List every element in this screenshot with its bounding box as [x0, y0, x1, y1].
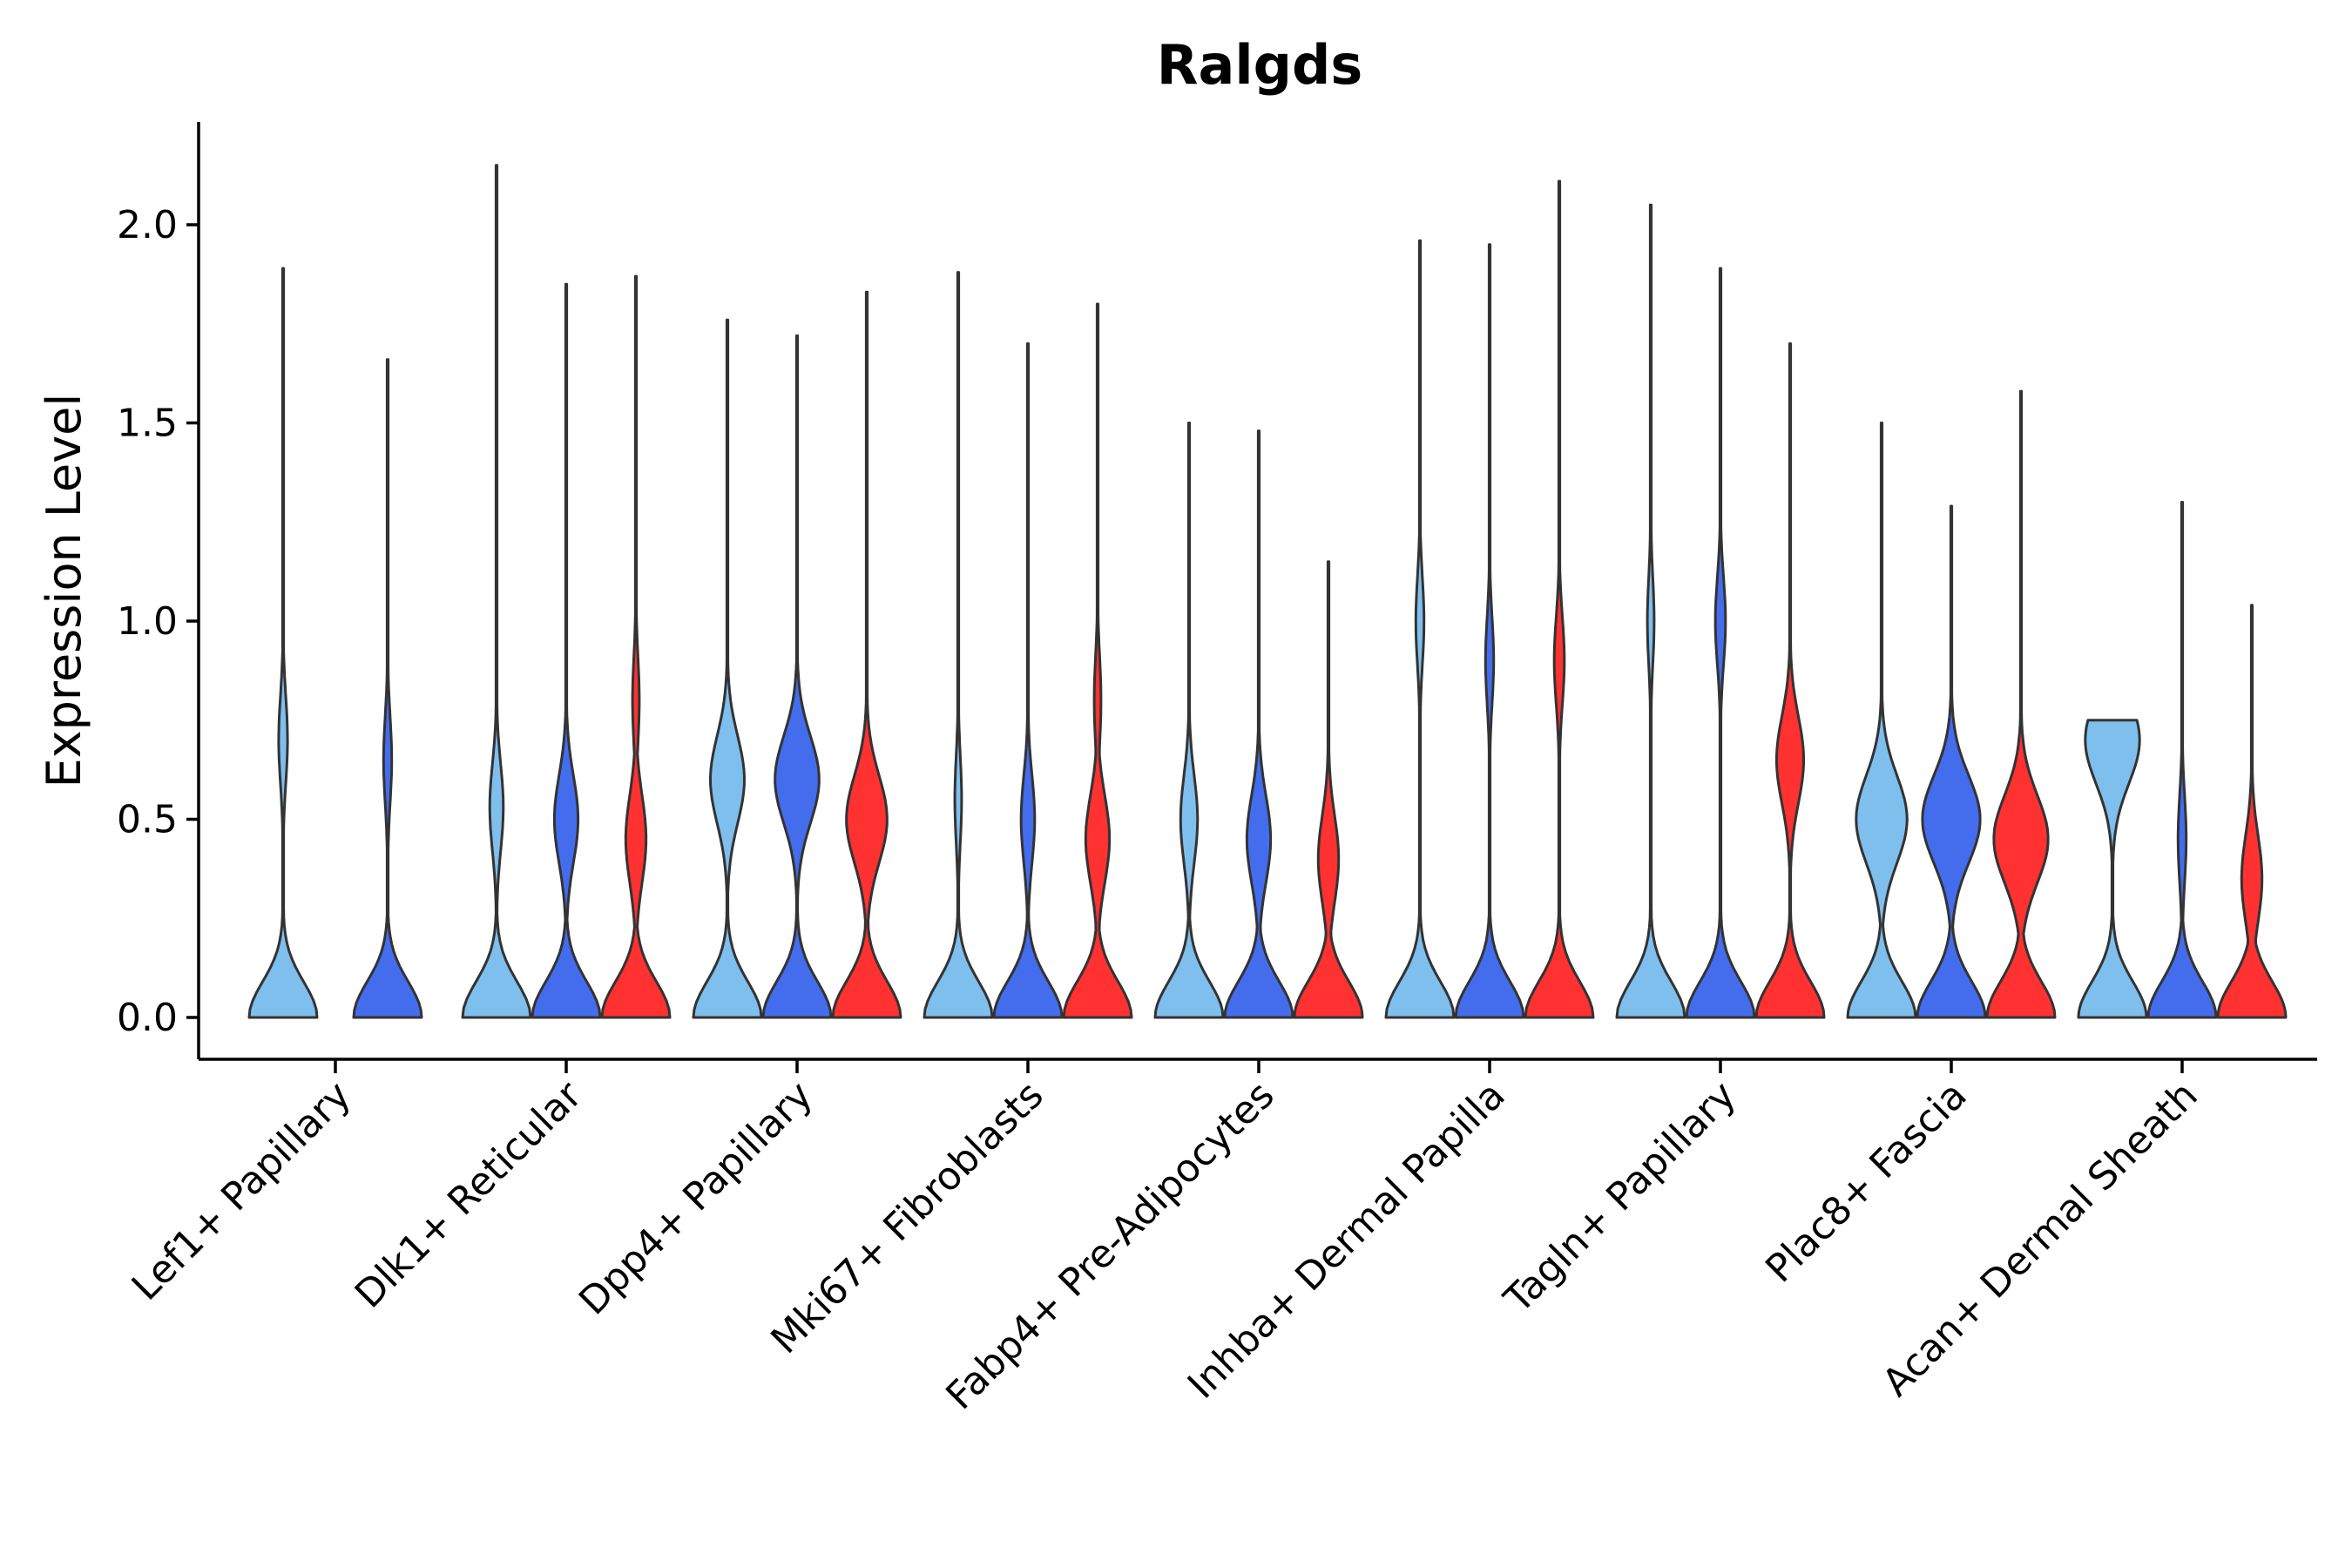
violin-shape — [1454, 243, 1525, 1019]
violin-shape — [247, 267, 319, 1019]
violin-shape — [761, 334, 833, 1019]
violin-shape — [831, 290, 902, 1019]
violin-shape — [1062, 302, 1133, 1019]
y-axis-label: Expression Level — [37, 394, 91, 788]
y-tick-label: 0.0 — [117, 996, 178, 1040]
x-tick-label: Dlk1+ Reticular — [347, 1072, 591, 1317]
violin-shape — [1223, 429, 1294, 1019]
violin-shape — [1916, 504, 1987, 1019]
y-tick-label: 1.5 — [117, 402, 178, 446]
x-tick-label: Lef1+ Papillary — [124, 1073, 360, 1309]
violin-shape — [531, 282, 602, 1019]
violin-shape — [1615, 203, 1686, 1019]
violin-shape — [1985, 389, 2057, 1019]
y-tick-label: 2.0 — [117, 203, 178, 247]
violin-shape — [1524, 179, 1595, 1019]
chart-title: Ralgds — [1157, 33, 1363, 97]
violin-shape — [923, 271, 994, 1019]
violin-shape — [461, 164, 532, 1019]
violin-shape — [1754, 342, 1826, 1019]
violin-shape — [600, 274, 672, 1019]
violin-shape — [1846, 422, 1917, 1019]
x-tick-label: Tagln+ Papillary — [1496, 1073, 1745, 1322]
y-tick-label: 1.0 — [117, 599, 178, 644]
violin-shape — [1685, 267, 1756, 1019]
violin-shape — [2146, 501, 2218, 1019]
y-tick-label: 0.5 — [117, 798, 178, 842]
violin-shape — [1293, 560, 1364, 1019]
violin-shape — [352, 358, 423, 1019]
violin-shape — [692, 318, 763, 1019]
x-tick-label: Plac8+ Fascia — [1757, 1073, 1976, 1292]
violin-shape — [2077, 719, 2148, 1019]
violin-shape — [1153, 422, 1225, 1019]
violin-shape — [1384, 239, 1456, 1019]
x-tick-label: Dpp4+ Papillary — [571, 1073, 821, 1324]
violin-shape — [2216, 604, 2288, 1019]
violin-shape — [992, 342, 1064, 1019]
